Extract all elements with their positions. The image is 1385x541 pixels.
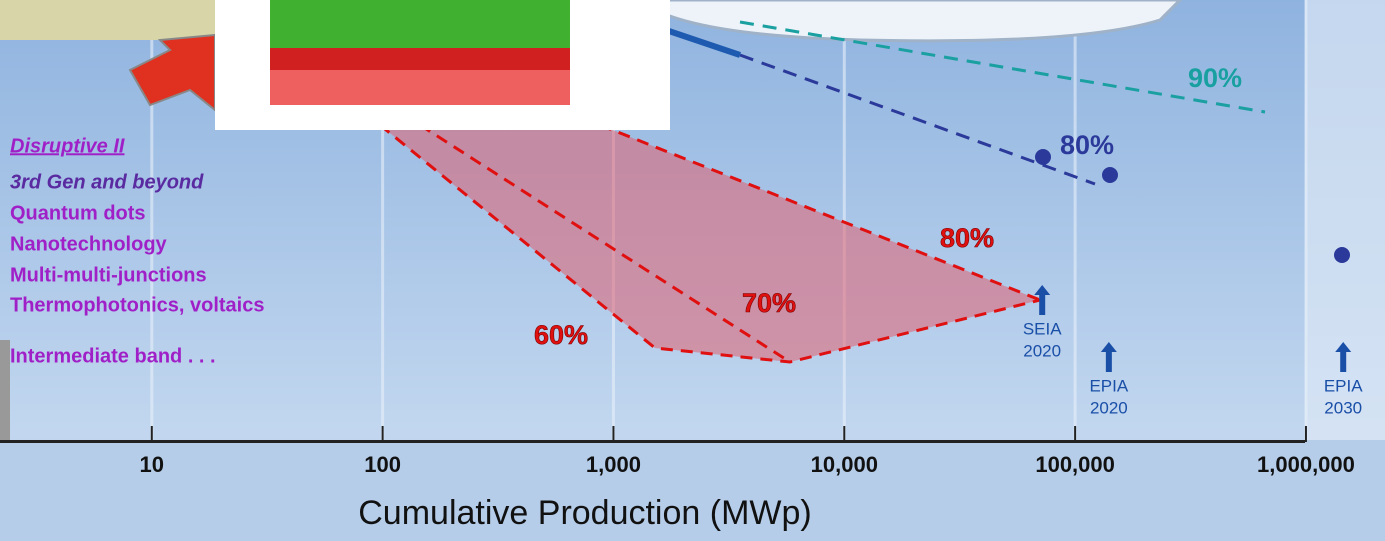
scenario-arrow <box>1335 342 1352 372</box>
list-item: 3rd Gen and beyond <box>10 171 204 193</box>
shaded-region <box>380 125 1040 362</box>
scenario-label: SEIA <box>1023 319 1062 338</box>
cloud <box>637 0 1183 43</box>
x-tick-label: 1,000,000 <box>1257 452 1355 477</box>
inset-layer <box>270 48 570 70</box>
dot <box>1102 167 1118 183</box>
list-item: Nanotechnology <box>10 233 168 255</box>
scenario-label: 2020 <box>1090 398 1128 417</box>
label-80-red: 80% <box>940 223 994 253</box>
list-heading: Disruptive II <box>10 135 125 157</box>
dot <box>1035 149 1051 165</box>
right-panel <box>1305 0 1385 440</box>
dot <box>1334 247 1350 263</box>
scenario-label: EPIA <box>1324 376 1363 395</box>
inset-layer <box>270 70 570 105</box>
list-item: Quantum dots <box>10 202 146 224</box>
x-tick-label: 10,000 <box>811 452 878 477</box>
photo <box>0 0 215 40</box>
inset-layer <box>270 0 570 48</box>
curve-solid <box>659 25 741 58</box>
scenario-arrow <box>1100 342 1117 372</box>
label-70: 70% <box>742 288 796 318</box>
curve-80-blue <box>739 53 1096 186</box>
label-90: 90% <box>1188 63 1242 93</box>
x-axis-title: Cumulative Production (MWp) <box>358 494 811 532</box>
list-item: Intermediate band . . . <box>10 345 216 367</box>
axis-band <box>0 440 1385 541</box>
x-tick-label: 100 <box>364 452 401 477</box>
left-edge <box>0 340 10 440</box>
scenario-arrow <box>1034 285 1051 315</box>
scenario-label: 2020 <box>1023 341 1061 360</box>
list-item: Thermophotonics, voltaics <box>10 294 264 316</box>
x-tick-label: 10 <box>140 452 164 477</box>
list-item: Multi-multi-junctions <box>10 264 207 286</box>
x-axis-line <box>0 440 1305 443</box>
x-tick-label: 100,000 <box>1035 452 1115 477</box>
red-curves <box>379 123 1041 364</box>
scenario-label: 2030 <box>1324 398 1362 417</box>
label-80-blue: 80% <box>1060 130 1114 160</box>
label-60: 60% <box>534 320 588 350</box>
x-tick-label: 1,000 <box>586 452 641 477</box>
curve-90 <box>739 20 1266 114</box>
scenario-label: EPIA <box>1089 376 1128 395</box>
